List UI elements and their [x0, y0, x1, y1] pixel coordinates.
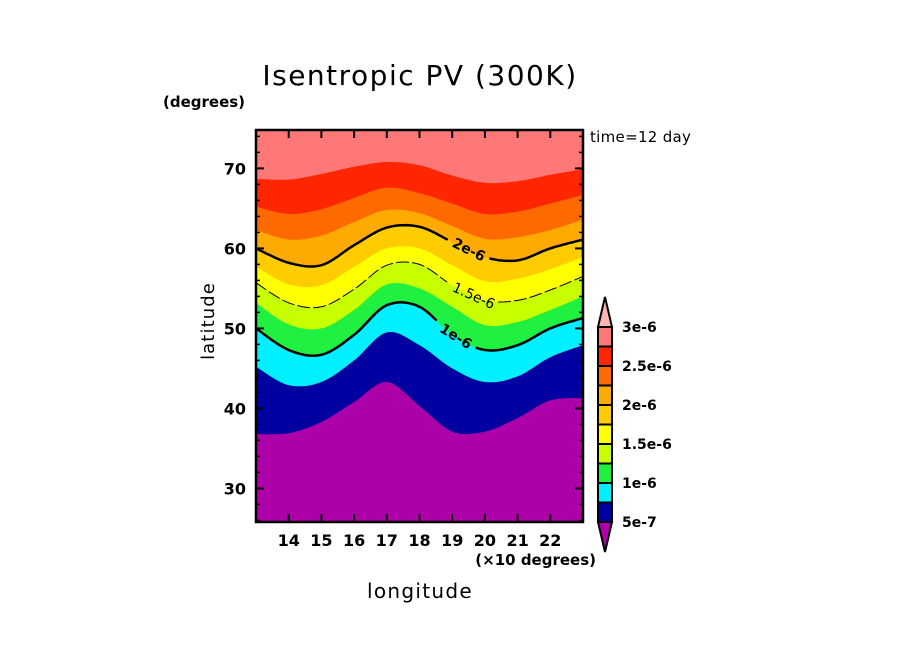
colorbar-box-7.5e-7-to-1e-6	[597, 482, 613, 504]
contour-lines	[256, 223, 583, 357]
colorbar-box-1.75e-6-to-2e-6	[597, 404, 613, 426]
colorbar-label: 1e-6	[622, 476, 657, 492]
contour-line-2e-6	[256, 223, 583, 268]
y-tick-label: 70	[224, 159, 246, 178]
x-tick-label: 22	[539, 531, 561, 550]
contour-line-1.5e-6	[256, 261, 583, 309]
colorbar-box-5e-7-to-7.5e-7	[597, 501, 613, 523]
colorbar-label: 1.5e-6	[622, 437, 672, 453]
x-tick-label: 20	[474, 531, 496, 550]
contour-line-1e-6	[256, 301, 583, 357]
x-tick-label: 16	[343, 531, 365, 550]
y-tick-label: 40	[224, 399, 246, 418]
colorbar-extend-high-triangle	[596, 296, 614, 328]
x-tick-label: 14	[278, 531, 300, 550]
x-axis-unit-label: (×10 degrees)	[475, 551, 596, 569]
y-tick-labels: 30 40 50 60 70	[224, 159, 246, 498]
x-tick-label: 17	[376, 531, 398, 550]
y-axis-unit-label: (degrees)	[163, 93, 245, 111]
contour-band-below-5e-7	[256, 382, 583, 522]
x-tick-labels: 14 15 16 17 18 19 20 21 22	[278, 531, 562, 550]
y-axis-title: latitude	[198, 282, 219, 360]
colorbar-label: 2.5e-6	[622, 359, 672, 375]
x-tick-label: 15	[310, 531, 332, 550]
x-tick-label: 18	[408, 531, 430, 550]
chart-title: Isentropic PV (300K)	[262, 59, 577, 92]
x-tick-label: 19	[441, 531, 463, 550]
time-annotation: time=12 day	[590, 128, 691, 146]
x-axis-title: longitude	[367, 579, 473, 603]
colorbar-label: 5e-7	[622, 515, 657, 531]
colorbar-label: 2e-6	[622, 398, 657, 414]
colorbar-box-2.75e-6-to-3e-6	[597, 326, 613, 348]
axis-ticks	[256, 130, 583, 522]
colorbar-box-2e-6-to-2.25e-6	[597, 384, 613, 406]
colorbar-box-1e-6-to-1.25e-6	[597, 462, 613, 484]
filled-contour-bands	[256, 130, 583, 522]
colorbar-box-1.25e-6-to-1.5e-6	[597, 443, 613, 465]
y-tick-label: 60	[224, 239, 246, 258]
colorbar-label: 3e-6	[622, 320, 657, 336]
colorbar-box-2.5e-6-to-2.75e-6	[597, 345, 613, 367]
colorbar: 3e-6 2.5e-6 2e-6 1.5e-6 1e-6 5e-7	[596, 296, 672, 553]
colorbar-box-2.25e-6-to-2.5e-6	[597, 365, 613, 387]
y-tick-label: 50	[224, 319, 246, 338]
y-tick-label: 30	[224, 479, 246, 498]
colorbar-box-1.5e-6-to-1.75e-6	[597, 423, 613, 445]
x-tick-label: 21	[506, 531, 528, 550]
